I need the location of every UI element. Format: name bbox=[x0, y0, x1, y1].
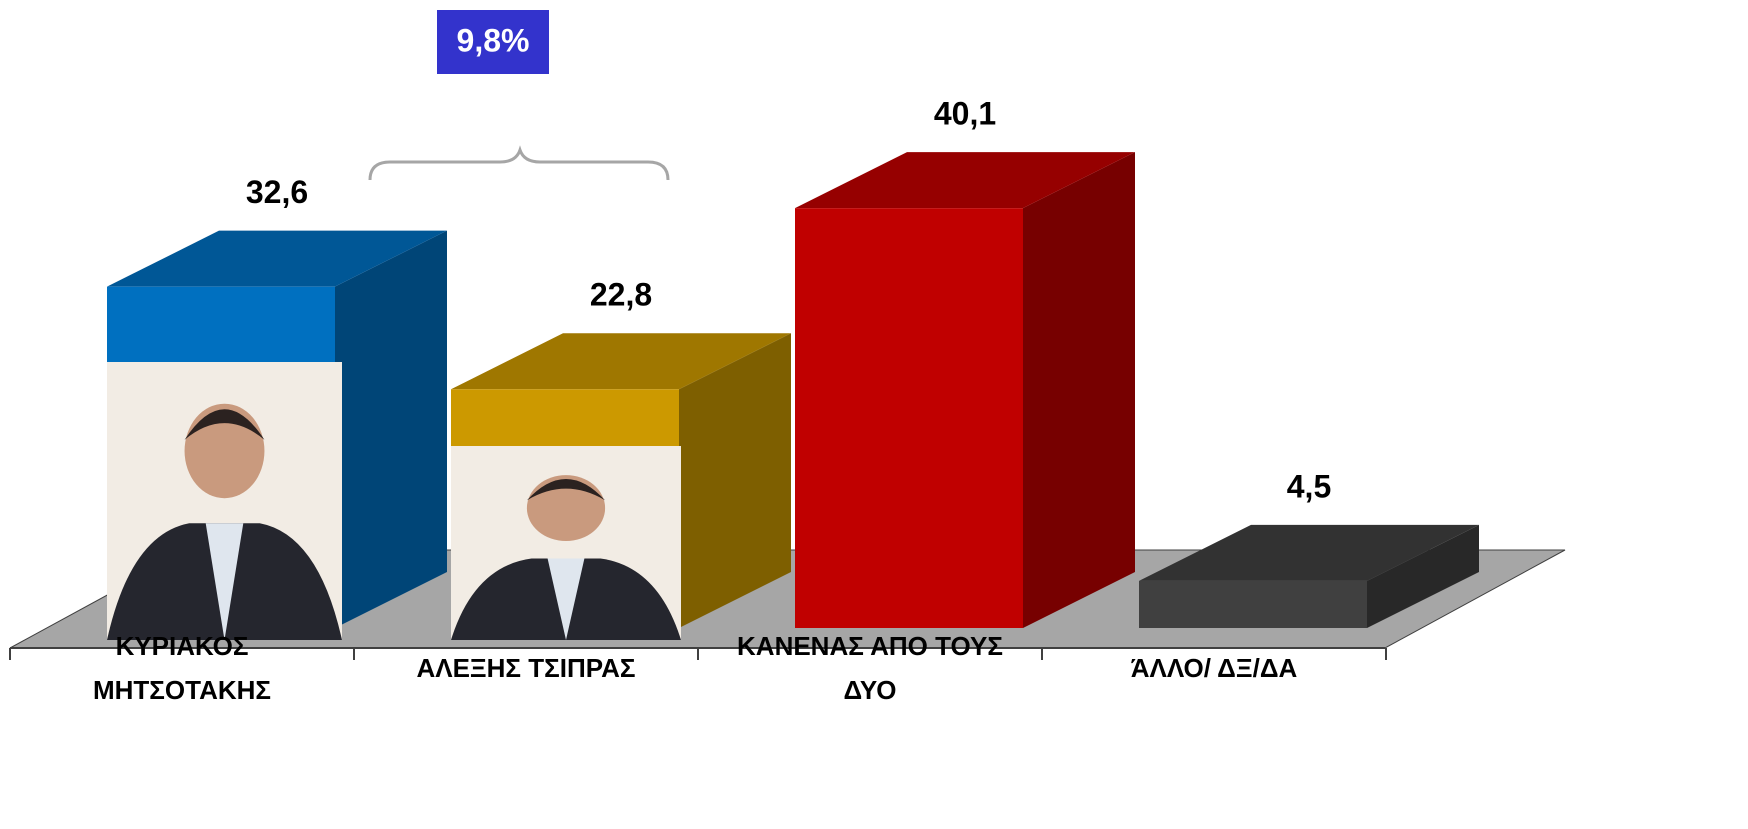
page: 9,8% 32,622,840,14,5 (() => { const data… bbox=[0, 0, 1748, 829]
x-tick-label: ΑΛΕΞΗΣ ΤΣΙΠΡΑΣ bbox=[356, 646, 696, 690]
value-label: 4,5 bbox=[1287, 468, 1331, 504]
x-tick-label: ΚΥΡΙΑΚΟΣ ΜΗΤΣΟΤΑΚΗΣ bbox=[72, 624, 292, 712]
bar bbox=[1139, 581, 1367, 628]
x-tick-label: ΆΛΛΟ/ ΔΞ/ΔΑ bbox=[1044, 646, 1384, 690]
value-label: 22,8 bbox=[590, 277, 652, 313]
value-label: 40,1 bbox=[934, 96, 996, 132]
value-label: 32,6 bbox=[246, 174, 308, 210]
bar bbox=[795, 208, 1023, 628]
brace bbox=[370, 150, 668, 180]
bar-side bbox=[1023, 152, 1135, 628]
x-tick-label: ΚΑΝΕΝΑΣ ΑΠΟ ΤΟΥΣ ΔΥΟ bbox=[710, 624, 1030, 712]
bar-side bbox=[335, 231, 447, 628]
annotation: 9,8% bbox=[457, 22, 530, 58]
